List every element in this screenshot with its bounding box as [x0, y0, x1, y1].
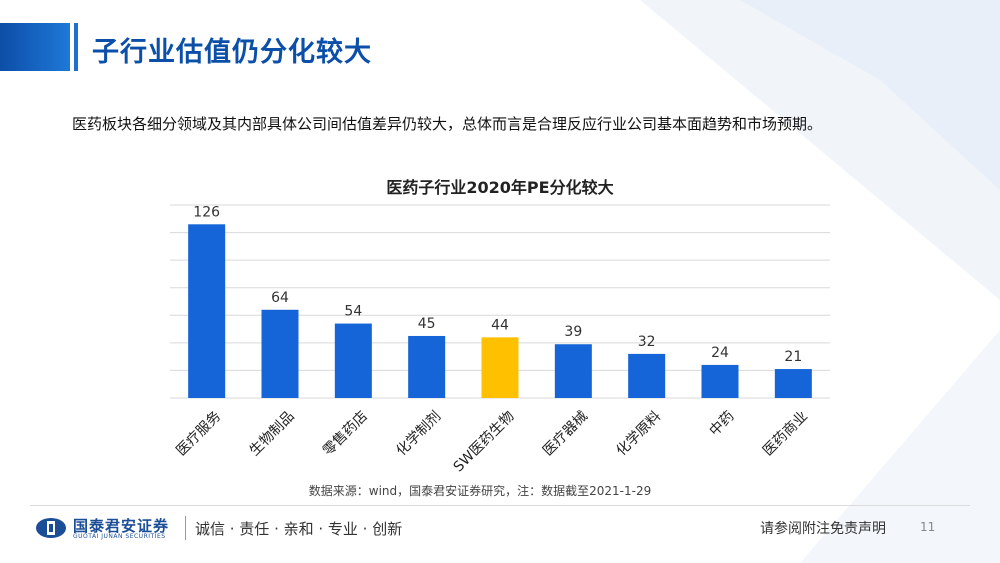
bar-2	[334, 323, 372, 398]
data-label-5: 39	[564, 324, 582, 340]
data-label-6: 32	[638, 334, 656, 350]
data-label-7: 24	[711, 345, 729, 361]
category-label-4: SW医药生物	[451, 408, 518, 475]
footer-slogan: 诚信 · 责任 · 亲和 · 专业 · 创新	[195, 520, 403, 538]
chart-source-note: 数据来源：wind，国泰君安证券研究，注：数据截至2021-1-29	[309, 483, 651, 498]
category-label-2: 零售药店	[320, 408, 371, 459]
footer-divider	[30, 505, 970, 506]
page-number: 11	[920, 520, 936, 534]
category-label-7: 中药	[706, 408, 737, 439]
data-label-8: 21	[784, 349, 802, 365]
page-subtitle: 医药板块各细分领域及其内部具体公司间估值差异仍较大，总体而言是合理反应行业公司基…	[72, 115, 823, 133]
logo-divider	[185, 516, 186, 540]
title-accent-bar	[0, 23, 70, 71]
page-title: 子行业估值仍分化较大	[92, 37, 372, 68]
category-label-6: 化学原料	[613, 408, 664, 459]
pe-bar-chart: 医药子行业2020年PE分化较大 126 64 54 45 44 39 32 24 21 医疗服…	[170, 178, 830, 498]
data-label-3: 45	[418, 316, 436, 332]
company-logo: 国泰君安证券 GUOTAI JUNAN SECURITIES	[35, 515, 195, 543]
bar-4	[481, 337, 519, 398]
bar-5	[554, 344, 592, 398]
title-separator	[74, 23, 78, 71]
data-label-4: 44	[491, 317, 509, 333]
bar-8	[774, 369, 812, 398]
logo-text-cn: 国泰君安证券	[73, 517, 170, 535]
footer-disclaimer: 请参阅附注免责声明	[760, 521, 886, 537]
category-label-0: 医疗服务	[173, 408, 224, 459]
bar-1	[261, 309, 299, 398]
logo-text-en: GUOTAI JUNAN SECURITIES	[73, 533, 166, 540]
category-label-3: 化学制剂	[393, 408, 444, 459]
category-label-8: 医药商业	[760, 408, 811, 459]
data-label-2: 54	[344, 304, 362, 320]
bar-7	[701, 364, 739, 398]
bar-3	[408, 335, 446, 398]
bar-6	[628, 353, 666, 398]
logo-mark-icon	[36, 518, 66, 538]
category-label-1: 生物制品	[247, 408, 298, 459]
chart-title: 医药子行业2020年PE分化较大	[386, 178, 613, 197]
bar-0	[188, 224, 226, 398]
data-label-0: 126	[193, 204, 220, 220]
category-label-5: 医疗器械	[540, 408, 591, 459]
data-label-1: 64	[271, 290, 289, 306]
